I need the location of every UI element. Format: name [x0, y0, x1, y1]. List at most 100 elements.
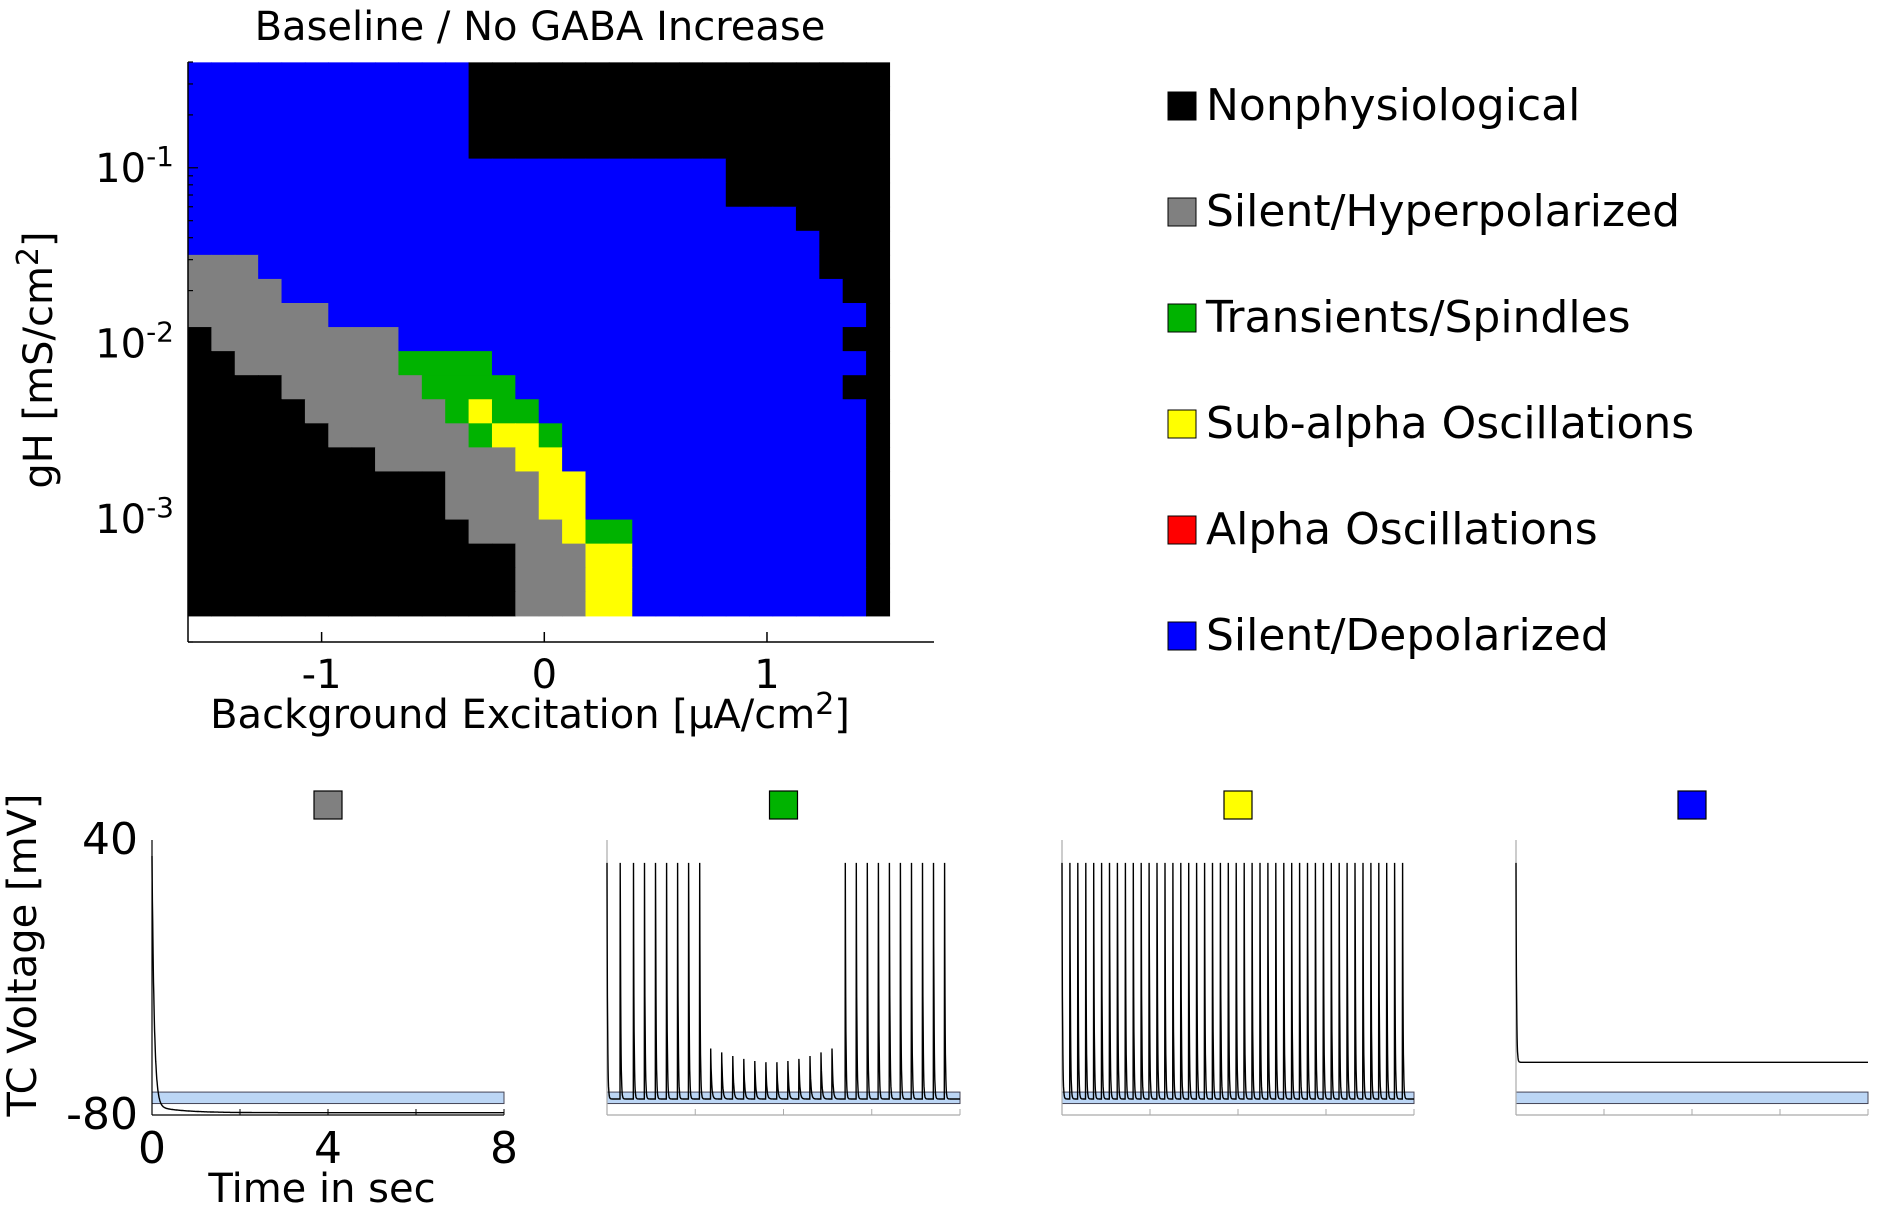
heatmap-cell: [188, 495, 212, 521]
heatmap-cell: [398, 375, 423, 400]
heatmap-cell: [702, 375, 727, 400]
heatmap-cell: [188, 254, 212, 280]
heatmap-cell: [608, 495, 633, 521]
heatmap-cell: [328, 399, 353, 424]
heatmap-cell: [772, 278, 797, 304]
heatmap-cell: [421, 182, 446, 208]
heatmap-cell: [749, 567, 774, 593]
heatmap-cell: [281, 327, 306, 352]
heatmap-cell: [188, 543, 212, 569]
heatmap-cell: [819, 158, 844, 184]
heatmap-cell: [679, 303, 703, 328]
heatmap-cell: [795, 423, 820, 448]
heatmap-cell: [585, 447, 610, 473]
state-marker: [768, 790, 799, 820]
heatmap-cell: [749, 375, 774, 400]
heatmap-cell: [281, 591, 306, 617]
heatmap-cell: [795, 375, 820, 400]
legend-label: Silent/Depolarized: [1206, 610, 1609, 661]
heatmap-cell: [655, 495, 680, 521]
heatmap-cell: [398, 399, 423, 424]
heatmap-cell: [515, 230, 540, 256]
heatmap-cell: [702, 134, 727, 160]
heatmap-cell: [375, 543, 400, 569]
heatmap-cell: [749, 351, 774, 376]
heatmap-cell: [538, 62, 563, 88]
heatmap-cell: [351, 519, 376, 545]
heatmap-cell: [421, 351, 446, 376]
heatmap-cell: [234, 230, 259, 256]
heatmap-cell: [491, 495, 516, 521]
heatmap-cell: [819, 375, 844, 400]
heatmap-cell: [795, 327, 820, 352]
heatmap-cell: [351, 303, 376, 328]
heatmap-cell: [468, 86, 493, 112]
heatmap-cell: [842, 158, 867, 184]
heatmap-cell: [328, 351, 353, 376]
heatmap-cell: [351, 278, 376, 304]
heatmap-cell: [679, 543, 703, 569]
heatmap-cell: [421, 423, 446, 448]
heatmap-cell: [211, 351, 236, 376]
heatmap-cell: [445, 543, 470, 569]
heatmap-cell: [749, 447, 774, 473]
heatmap-cell: [304, 447, 329, 473]
heatmap-cell: [795, 182, 820, 208]
heatmap-cell: [445, 86, 470, 112]
heatmap-cell: [515, 303, 540, 328]
heatmap-cell: [562, 591, 587, 617]
heatmap-cell: [866, 182, 891, 208]
heatmap-cell: [632, 182, 657, 208]
heatmap-cell: [749, 134, 774, 160]
heatmap-cell: [749, 182, 774, 208]
heatmap-cell: [632, 399, 657, 424]
heatmap-cell: [632, 327, 657, 352]
heatmap-cell: [188, 351, 212, 376]
heatmap-cell: [468, 495, 493, 521]
heatmap-cell: [538, 327, 563, 352]
heatmap-cell: [585, 182, 610, 208]
heatmap-cell: [468, 351, 493, 376]
heatmap-cell: [772, 375, 797, 400]
heatmap-cell: [538, 351, 563, 376]
heatmap-cell: [304, 230, 329, 256]
heatmap-cell: [258, 519, 283, 545]
heatmap-cell: [515, 591, 540, 617]
heatmap-cell: [772, 423, 797, 448]
heatmap-cell: [679, 447, 703, 473]
heatmap-cell: [304, 471, 329, 497]
heatmap-cell: [211, 86, 236, 112]
heatmap-cell: [491, 399, 516, 424]
heatmap-cell: [702, 303, 727, 328]
y-axis-label: gH [mS/cm2]: [11, 231, 62, 488]
heatmap-cell: [188, 567, 212, 593]
heatmap-cell: [258, 86, 283, 112]
heatmap-cell: [562, 375, 587, 400]
heatmap-cell: [211, 543, 236, 569]
heatmap-cell: [725, 206, 750, 232]
heatmap-cell: [398, 206, 423, 232]
heatmap-cell: [445, 351, 470, 376]
heatmap-cell: [819, 351, 844, 376]
heatmap-cell: [211, 62, 236, 88]
legend-label: Nonphysiological: [1206, 80, 1580, 131]
heatmap-cell: [702, 591, 727, 617]
x-tick-label: 0: [532, 652, 557, 698]
heatmap-cell: [468, 110, 493, 136]
heatmap-cell: [515, 327, 540, 352]
heatmap-cell: [819, 303, 844, 328]
heatmap-cell: [234, 447, 259, 473]
reference-band: [1515, 1091, 1869, 1105]
heatmap-cell: [258, 591, 283, 617]
heatmap-cell: [211, 303, 236, 328]
heatmap-cell: [375, 278, 400, 304]
heatmap-cell: [538, 567, 563, 593]
heatmap-cell: [679, 471, 703, 497]
trace-y-tick-label: 40: [82, 814, 138, 865]
heatmap-cell: [211, 423, 236, 448]
heatmap-cell: [188, 134, 212, 160]
heatmap-cell: [211, 182, 236, 208]
heatmap-cell: [188, 182, 212, 208]
heatmap-cell: [375, 86, 400, 112]
heatmap-cell: [655, 423, 680, 448]
